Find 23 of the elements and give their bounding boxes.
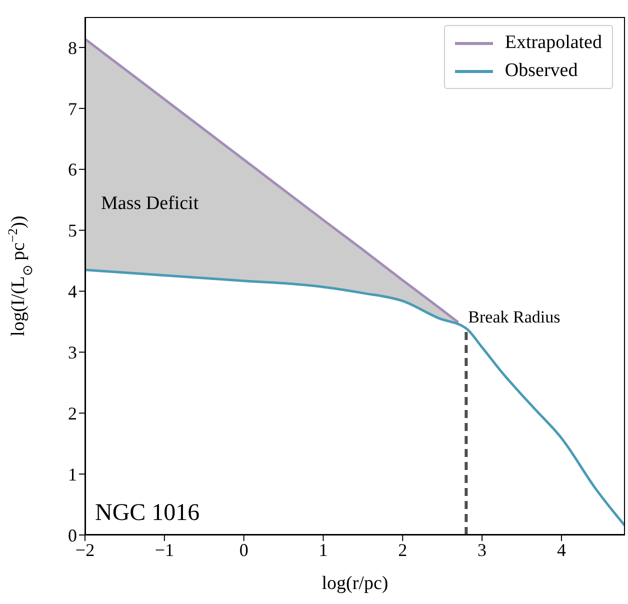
- legend-label: Extrapolated: [504, 31, 602, 55]
- ref-line-label: Break Radius: [468, 307, 560, 326]
- y-tick-label: 0: [68, 525, 77, 546]
- x-tick-label: 2: [398, 540, 408, 560]
- y-tick-label: 5: [68, 220, 77, 241]
- y-tick-label: 3: [68, 342, 77, 363]
- y-tick-label: 4: [68, 282, 77, 302]
- x-tick-label: 1: [318, 540, 328, 560]
- y-tick-label: 8: [68, 38, 77, 58]
- annotation: Mass Deficit: [101, 193, 199, 216]
- line-series: [85, 268, 625, 528]
- x-tick-label: 4: [556, 540, 566, 560]
- y-tick-label: 1: [68, 464, 77, 484]
- legend-label: Observed: [504, 59, 578, 83]
- y-tick-label: 7: [68, 98, 77, 119]
- x-axis-title: log(r/pc): [322, 573, 388, 594]
- x-tick-label: 3: [478, 540, 487, 560]
- x-tick-label: 0: [239, 540, 248, 560]
- x-tick-label: −2: [75, 540, 95, 560]
- y-tick-label: 2: [68, 404, 77, 424]
- annotation: NGC 1016: [95, 500, 200, 527]
- y-tick-label: 6: [68, 160, 77, 180]
- x-tick-label: −1: [154, 540, 174, 560]
